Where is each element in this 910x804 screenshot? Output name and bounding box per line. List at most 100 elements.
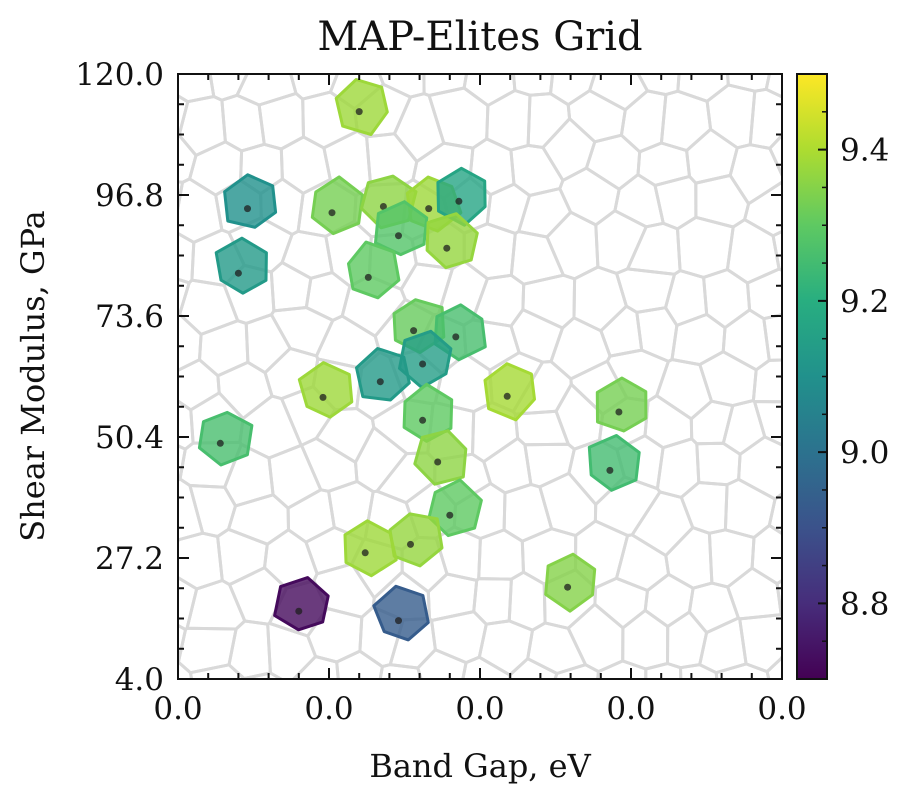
empty-cell bbox=[566, 602, 625, 674]
elite-cell bbox=[425, 212, 479, 270]
colorbar-tick-label: 8.8 bbox=[840, 586, 889, 622]
x-axis-label: Band Gap, eV bbox=[369, 747, 591, 785]
elite-point bbox=[319, 393, 327, 401]
elite-point bbox=[425, 205, 433, 213]
empty-cell bbox=[208, 74, 249, 102]
x-tick-label: 0.0 bbox=[757, 691, 806, 727]
empty-cell bbox=[754, 34, 799, 50]
elite-point bbox=[234, 269, 242, 277]
elite-cell bbox=[388, 512, 444, 568]
elite-point bbox=[379, 203, 387, 210]
elite-cell bbox=[413, 429, 468, 486]
x-tick-label: 0.0 bbox=[304, 691, 353, 727]
empty-cell bbox=[269, 306, 335, 358]
colorbar-ticks: 8.8 9.0 9.2 9.4 bbox=[818, 73, 889, 680]
empty-cell bbox=[707, 528, 756, 589]
elite-cell bbox=[223, 173, 278, 229]
y-tick-label: 96.8 bbox=[95, 178, 164, 214]
elite-cell bbox=[483, 362, 536, 422]
empty-cell-grid bbox=[138, 34, 822, 719]
empty-cell bbox=[621, 608, 670, 671]
empty-cell bbox=[370, 713, 396, 719]
elite-point bbox=[419, 416, 427, 424]
empty-cell bbox=[269, 261, 313, 313]
elite-cells bbox=[197, 78, 648, 642]
empty-cell bbox=[354, 425, 409, 494]
empty-cell bbox=[508, 657, 559, 679]
empty-cell bbox=[178, 531, 224, 591]
elite-cell bbox=[587, 434, 641, 492]
empty-cell bbox=[554, 382, 605, 451]
empty-cell bbox=[707, 708, 745, 719]
elite-point bbox=[410, 327, 418, 335]
empty-cell bbox=[771, 229, 782, 272]
elite-point bbox=[376, 378, 384, 386]
x-tick-label: 0.0 bbox=[606, 691, 655, 727]
empty-cell bbox=[434, 525, 482, 582]
empty-cell bbox=[138, 34, 182, 58]
empty-cell bbox=[751, 358, 782, 404]
empty-cell bbox=[679, 663, 719, 679]
empty-cell bbox=[596, 659, 648, 679]
empty-cell bbox=[723, 477, 777, 540]
elite-point bbox=[355, 108, 363, 116]
empty-cell bbox=[643, 572, 695, 628]
elite-point bbox=[295, 607, 303, 615]
empty-cell bbox=[798, 34, 822, 49]
empty-cell bbox=[664, 526, 714, 590]
empty-cell bbox=[242, 671, 284, 679]
empty-cell bbox=[541, 117, 597, 182]
elite-point bbox=[395, 232, 402, 240]
empty-cell bbox=[513, 409, 570, 447]
elite-cell bbox=[310, 175, 364, 236]
elite-point bbox=[564, 583, 572, 591]
elite-point bbox=[328, 209, 336, 217]
y-axis-label: Shear Modulus, GPa bbox=[14, 210, 52, 541]
elite-point bbox=[455, 197, 463, 205]
empty-cell bbox=[768, 133, 782, 179]
elite-point bbox=[503, 392, 511, 400]
empty-cell bbox=[176, 34, 227, 63]
empty-cell bbox=[566, 89, 627, 144]
elite-cell bbox=[374, 200, 429, 257]
elite-cell bbox=[297, 361, 354, 419]
empty-cell bbox=[613, 173, 665, 229]
empty-cell bbox=[635, 306, 679, 363]
empty-cell bbox=[178, 133, 198, 184]
empty-cell bbox=[138, 489, 153, 532]
elite-point bbox=[446, 511, 454, 519]
elite-cell bbox=[334, 78, 389, 136]
empty-cell bbox=[689, 399, 735, 446]
empty-cell bbox=[477, 619, 534, 677]
empty-cell bbox=[222, 714, 246, 719]
empty-cell bbox=[378, 663, 423, 679]
empty-cell bbox=[670, 312, 727, 367]
empty-cell bbox=[659, 89, 713, 153]
x-tick-label: 0.0 bbox=[455, 691, 504, 727]
empty-cell bbox=[705, 83, 757, 150]
y-tick-label: 120.0 bbox=[75, 57, 164, 93]
empty-cell bbox=[698, 350, 758, 408]
colorbar-tick-label: 9.0 bbox=[840, 435, 889, 471]
empty-cell bbox=[399, 701, 440, 719]
empty-cell bbox=[775, 578, 782, 618]
empty-cell bbox=[662, 34, 708, 50]
empty-cell bbox=[291, 655, 340, 679]
elite-cell bbox=[197, 410, 254, 467]
empty-cell bbox=[138, 219, 170, 271]
empty-cell bbox=[178, 231, 196, 285]
y-tick-label: 27.2 bbox=[95, 541, 164, 577]
empty-cell bbox=[726, 566, 782, 621]
empty-cell bbox=[178, 74, 216, 104]
empty-cell bbox=[427, 86, 490, 150]
y-tick-label: 50.4 bbox=[95, 420, 164, 456]
empty-cell bbox=[708, 34, 757, 65]
empty-cell bbox=[748, 87, 782, 150]
elite-point bbox=[419, 360, 427, 368]
empty-cell bbox=[676, 215, 735, 279]
empty-cell bbox=[138, 345, 174, 402]
y-tick-label: 4.0 bbox=[115, 662, 164, 698]
elite-point bbox=[395, 617, 402, 625]
